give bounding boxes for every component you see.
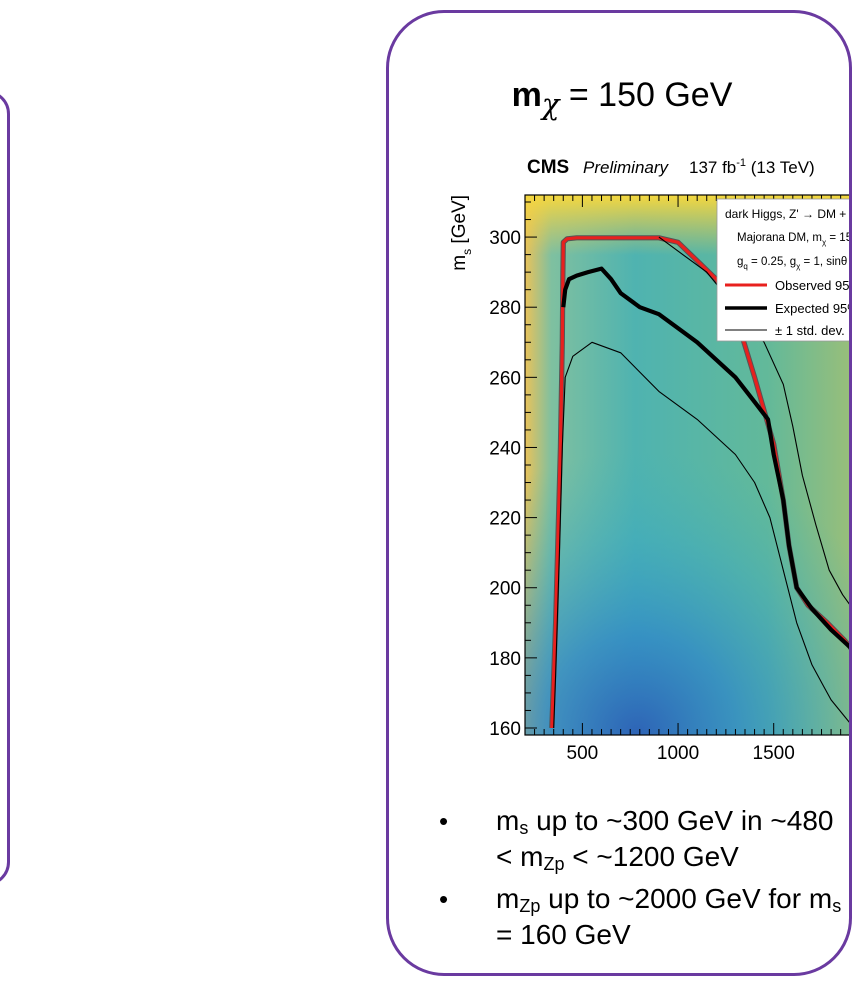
heading-value: = 150 GeV: [559, 76, 733, 114]
legend: dark Higgs, Z' → DM + s(WW) Majorana DM,…: [716, 198, 851, 342]
legend-model: dark Higgs, Z' → DM + s(WW): [725, 207, 851, 221]
exclusion-plot: CMS Preliminary 137 fb-1 (13 TeV) 500 100…: [449, 157, 851, 764]
legend-expected: Expected 95% CL: [775, 301, 851, 316]
y-axis: 160 180 200 220 240 260 280 300: [489, 201, 537, 740]
legend-band: ± 1 std. dev.: [775, 323, 845, 338]
experiment-label: CMS: [527, 157, 569, 178]
y-tick-label: 280: [489, 298, 521, 319]
bullet-marker: •: [439, 806, 449, 836]
bullet-item-1: • ms up to ~300 GeV in ~480 < mZp < ~120…: [439, 805, 834, 874]
bullet-item-2: • mZp up to ~2000 GeV for ms = 160 GeV: [439, 883, 842, 950]
status-label: Preliminary: [583, 158, 670, 177]
card-heading: mχ = 150 GeV: [389, 76, 849, 121]
y-tick-label: 160: [489, 719, 521, 740]
x-axis: 5001000150020002500: [534, 195, 851, 764]
y-tick-label: 260: [489, 368, 521, 389]
y-axis-label: ms [GeV]: [449, 195, 474, 271]
bullet-marker: •: [439, 884, 449, 914]
y-tick-label: 240: [489, 438, 521, 459]
plot-card: mχ = 150 GeV: [386, 10, 852, 976]
legend-observed: Observed 95% CL: [775, 278, 851, 293]
bullet-list: • ms up to ~300 GeV in ~480 < mZp < ~120…: [439, 803, 849, 959]
heading-m: m: [511, 76, 542, 114]
legend-couplings: gq = 0.25, gχ = 1, sinθ = 0.01: [737, 256, 851, 271]
lumi-label: 137 fb-1 (13 TeV): [689, 157, 815, 177]
x-tick-label: 1500: [753, 743, 795, 764]
adjacent-panel-edge: [0, 90, 10, 886]
expected-limit-line: [561, 266, 849, 650]
legend-box: [716, 198, 849, 342]
heading-chi: χ: [541, 87, 560, 121]
y-tick-label: 300: [489, 228, 521, 249]
plus-one-sigma-line: [658, 236, 849, 605]
y-tick-label: 180: [489, 649, 521, 670]
minus-one-sigma-line: [553, 341, 849, 729]
y-tick-label: 200: [489, 579, 521, 600]
x-tick-label: 2000: [848, 743, 851, 764]
legend-dm-type: Majorana DM, mχ = 150 GeV: [737, 232, 851, 247]
heatmap-low-region: [525, 357, 849, 735]
x-tick-label: 500: [567, 743, 599, 764]
x-tick-label: 1000: [657, 743, 699, 764]
y-tick-label: 220: [489, 509, 521, 530]
